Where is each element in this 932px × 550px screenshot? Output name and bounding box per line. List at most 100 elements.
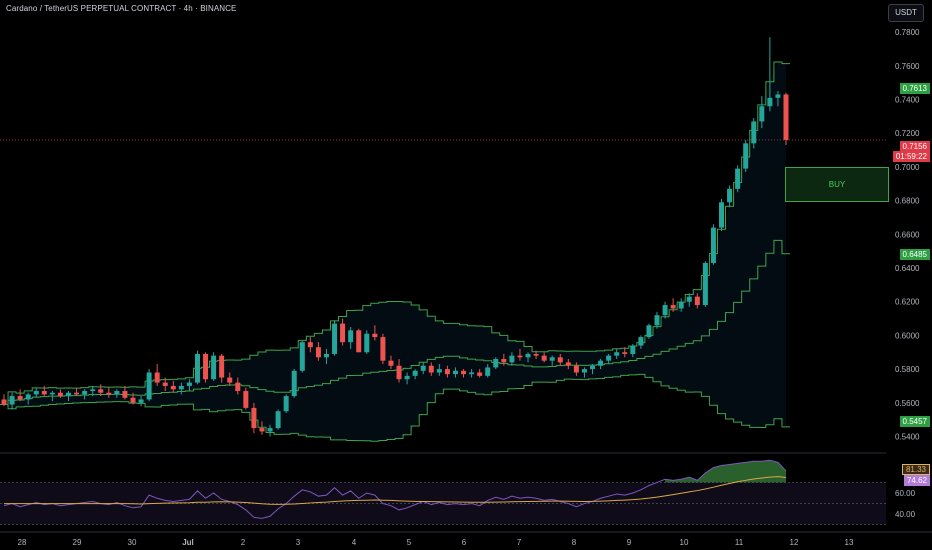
candle-body: [162, 382, 168, 386]
time-tick-label: 9: [627, 538, 632, 547]
candle-body: [332, 323, 338, 354]
candle-body: [348, 330, 354, 343]
candle-body: [735, 168, 741, 189]
price-tick-label: 0.5800: [895, 365, 920, 374]
candle-body: [9, 396, 15, 405]
candle-body: [622, 352, 628, 354]
currency-selector-button[interactable]: USDT: [888, 4, 924, 22]
candle-body: [33, 391, 39, 395]
candle-body: [211, 355, 217, 380]
candle-body: [219, 355, 225, 378]
candle-body: [41, 391, 47, 395]
countdown-tag: 01:59:22: [892, 151, 930, 162]
rsi-tick-label: 60.00: [895, 489, 916, 498]
time-tick-label: 7: [517, 538, 522, 547]
candle-body: [49, 392, 55, 395]
candle-body: [178, 385, 184, 390]
candle-body: [509, 355, 515, 363]
candle-body: [477, 372, 483, 376]
price-tick-label: 0.7400: [895, 96, 920, 105]
buy-zone-box[interactable]: BUY: [785, 167, 889, 202]
rsi-line: [3, 459, 787, 519]
candle-body: [525, 353, 531, 358]
candle-body: [557, 357, 563, 363]
time-tick-label: 12: [790, 538, 799, 547]
price-tick-label: 0.5400: [895, 433, 920, 442]
candle-body: [549, 357, 555, 361]
upper-band-tag: 0.7613: [899, 83, 930, 94]
candle-body: [783, 94, 789, 140]
candle-body: [267, 428, 273, 432]
candle-body: [590, 365, 596, 370]
candle-body: [767, 97, 773, 107]
candle-body: [719, 202, 725, 228]
candle-body: [710, 227, 716, 263]
time-tick-label: 4: [352, 538, 357, 547]
candle-body: [614, 352, 620, 356]
rsi-ma-tag: 74.62: [903, 475, 930, 486]
candle-body: [638, 337, 644, 346]
candle-body: [533, 353, 539, 356]
candle-body: [404, 375, 410, 380]
candle-body: [420, 365, 426, 371]
price-tick-label: 0.7200: [895, 129, 920, 138]
candle-body: [146, 372, 152, 400]
candle-body: [323, 353, 329, 358]
price-tick-label: 0.6800: [895, 197, 920, 206]
candle-body: [702, 262, 708, 306]
candle-body: [235, 382, 241, 392]
candle-body: [251, 407, 257, 429]
candle-body: [364, 333, 370, 353]
candle-body: [606, 355, 612, 361]
price-tick-label: 0.6400: [895, 264, 920, 273]
candle-body: [396, 365, 402, 380]
candle-body: [662, 305, 668, 316]
time-tick-label: 13: [845, 538, 854, 547]
price-tick-label: 0.6000: [895, 331, 920, 340]
candle-body: [469, 372, 475, 375]
candle-body: [291, 370, 297, 397]
price-tick-label: 0.6200: [895, 298, 920, 307]
candle-body: [65, 392, 71, 397]
candle-body: [743, 143, 749, 169]
candle-body: [283, 396, 289, 412]
candle-body: [654, 315, 660, 326]
candle-body: [243, 391, 249, 408]
candle-body: [259, 428, 265, 432]
candle-body: [170, 385, 176, 390]
candle-body: [154, 372, 160, 383]
candle-body: [598, 360, 604, 366]
candle-body: [17, 396, 23, 400]
price-tick-label: 0.7000: [895, 163, 920, 172]
rsi-tick-label: 40.00: [895, 510, 916, 519]
candle-body: [565, 362, 571, 366]
candle-body: [356, 330, 362, 353]
rsi-value-tag: 81.33: [901, 464, 930, 475]
candle-body: [428, 365, 434, 373]
candle-body: [130, 397, 136, 403]
candle-body: [186, 382, 192, 386]
candle-body: [57, 392, 63, 397]
price-tick-label: 0.5600: [895, 399, 920, 408]
candle-body: [275, 411, 281, 429]
candle-body: [461, 370, 467, 375]
candle-body: [751, 121, 757, 144]
symbol-title[interactable]: Cardano / TetherUS PERPETUAL CONTRACT · …: [6, 4, 237, 13]
candle-body: [1, 399, 7, 405]
candle-body: [727, 188, 733, 203]
candle-body: [122, 391, 128, 398]
candle-body: [82, 391, 88, 395]
candle-body: [340, 323, 346, 343]
lower-band-tag: 0.5457: [899, 416, 930, 427]
candle-body: [203, 353, 209, 380]
time-tick-label: 28: [18, 538, 27, 547]
time-tick-label: 3: [296, 538, 301, 547]
candle-body: [388, 360, 394, 366]
candle-body: [114, 391, 120, 395]
price-tick-label: 0.6600: [895, 230, 920, 239]
candle-body: [106, 392, 112, 395]
middle-band-tag: 0.6485: [899, 249, 930, 260]
time-tick-label: 29: [73, 538, 82, 547]
candle-body: [581, 369, 587, 373]
